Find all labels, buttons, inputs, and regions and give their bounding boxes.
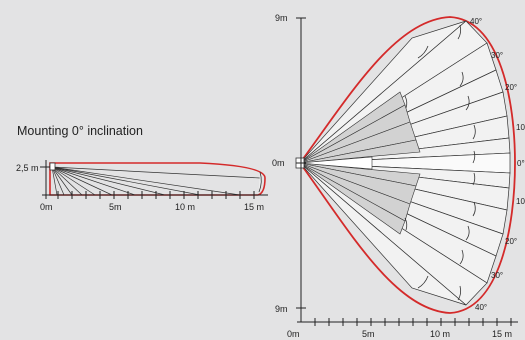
beam-lower-40 xyxy=(299,162,467,306)
angle-label-upper-20: 20° xyxy=(505,83,517,92)
side-view-x-label-0: 0m xyxy=(40,202,53,212)
side-view-sensor xyxy=(49,162,56,171)
angle-label-upper-40: 40° xyxy=(470,17,482,26)
top-view-y-label-middle: 0m xyxy=(272,158,285,168)
angle-label-upper-30: 30° xyxy=(491,51,503,60)
top-view-y-label-bottom: 9m xyxy=(275,304,288,314)
side-view-far-lens xyxy=(258,171,262,193)
mounting-title: Mounting 0° inclination xyxy=(17,124,143,138)
side-view-ticks xyxy=(57,191,255,199)
side-view-height-label: 2,5 m xyxy=(16,163,39,173)
side-view-coverage-outline xyxy=(49,162,266,196)
side-view-x-label-10: 10 m xyxy=(175,202,195,212)
top-view-lens-marks xyxy=(404,24,476,301)
top-view-x-label-15: 15 m xyxy=(492,329,512,339)
top-view-x-label-10: 10 m xyxy=(430,329,450,339)
top-view-x-label-0: 0m xyxy=(287,329,300,339)
top-view: 9m 0m 9m 0m 5m 10 m 15 m 40° 30° 20° 10°… xyxy=(272,13,525,339)
angle-label-lower-40: 40° xyxy=(475,303,487,312)
side-view-x-label-15: 15 m xyxy=(244,202,264,212)
top-view-near-zones xyxy=(299,91,421,235)
angle-label-center-0: 0° xyxy=(517,159,525,168)
side-view: 2,5 m 0m 5m 10 m 15 m xyxy=(16,160,268,212)
top-view-x-ticks xyxy=(314,318,512,326)
side-view-beams xyxy=(51,166,261,196)
angle-label-upper-10: 10° xyxy=(516,123,525,132)
angle-label-lower-10: 10° xyxy=(516,197,525,206)
top-view-coverage-outline xyxy=(298,16,516,314)
top-view-x-label-5: 5m xyxy=(362,329,375,339)
top-view-y-label-top: 9m xyxy=(275,13,288,23)
side-view-x-label-5: 5m xyxy=(109,202,122,212)
angle-label-lower-30: 30° xyxy=(491,271,503,280)
angle-label-lower-20: 20° xyxy=(505,237,517,246)
